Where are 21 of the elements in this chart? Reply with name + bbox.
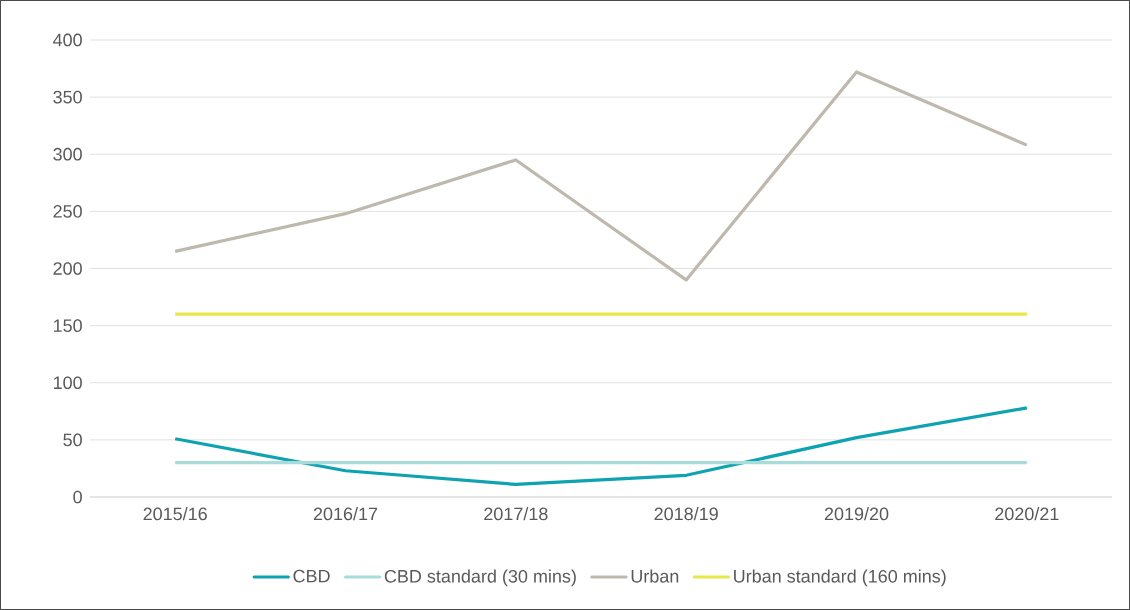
x-tick-label: 2019/20 bbox=[824, 507, 889, 521]
legend-label: CBD bbox=[293, 569, 330, 583]
x-tick-label: 2015/16 bbox=[143, 507, 207, 521]
y-tick-label: 300 bbox=[53, 147, 82, 161]
line-series bbox=[173, 70, 1029, 282]
legend-label: Urban bbox=[631, 569, 679, 583]
y-tick-label: 350 bbox=[53, 90, 82, 104]
y-tick-label: 100 bbox=[53, 376, 82, 390]
x-tick-label: 2018/19 bbox=[654, 507, 718, 521]
y-tick-label: 150 bbox=[53, 319, 82, 332]
x-tick-label: 2017/18 bbox=[484, 507, 548, 521]
y-tick-label: 50 bbox=[63, 433, 82, 447]
y-tick-label: 400 bbox=[53, 33, 82, 47]
y-tick-label: 250 bbox=[53, 205, 82, 218]
y-tick-label: 200 bbox=[53, 262, 82, 275]
legend-label: CBD standard (30 mins) bbox=[384, 569, 576, 587]
x-tick-label: 2016/17 bbox=[313, 507, 378, 521]
line-series bbox=[173, 406, 1029, 487]
legend-label: Urban standard (160 mins) bbox=[734, 569, 946, 587]
y-tick-label: 0 bbox=[73, 490, 82, 504]
x-tick-label: 2020/21 bbox=[995, 507, 1059, 521]
